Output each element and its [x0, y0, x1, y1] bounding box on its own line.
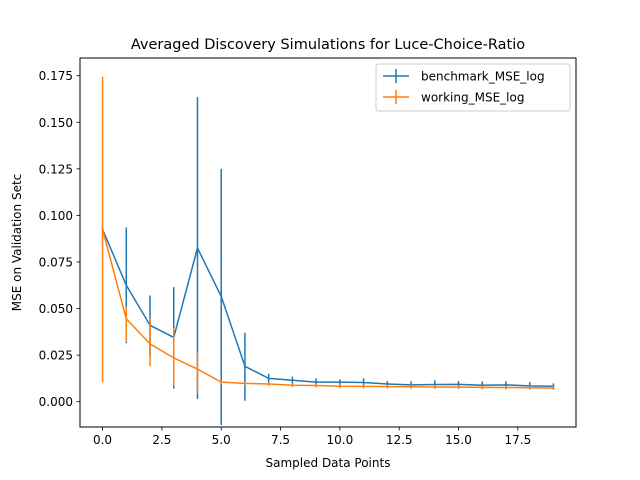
- legend: benchmark_MSE_log working_MSE_log: [375, 63, 571, 112]
- y-tick-label: 0.000: [39, 395, 73, 409]
- y-tick-label: 0.050: [39, 302, 73, 316]
- x-axis-label: Sampled Data Points: [266, 456, 391, 470]
- y-tick-label: 0.125: [39, 162, 73, 176]
- x-tick-label: 17.5: [504, 433, 531, 447]
- legend-box: [375, 63, 571, 112]
- axes: 0.0 2.5 5.0 7.5 10.0 12.5 15.0 17.5 0.000 0.025 0.…: [39, 69, 532, 447]
- x-tick-label: 12.5: [386, 433, 413, 447]
- series-line: [101, 229, 554, 387]
- series-working_MSE_log: [101, 76, 555, 394]
- y-tick-label: 0.075: [39, 255, 73, 269]
- legend-label: benchmark_MSE_log: [421, 70, 545, 84]
- x-tick-label: 2.5: [152, 433, 171, 447]
- chart-title: Averaged Discovery Simulations for Luce-…: [131, 37, 525, 53]
- y-tick-label: 0.175: [39, 69, 73, 83]
- legend-entry: benchmark_MSE_log: [383, 69, 545, 84]
- legend-entry: working_MSE_log: [383, 90, 524, 105]
- y-tick-label: 0.150: [39, 116, 73, 130]
- x-tick-label: 7.5: [271, 433, 290, 447]
- plot-frame: [79, 57, 577, 428]
- series-line: [101, 229, 554, 389]
- y-tick-label: 0.025: [39, 349, 73, 363]
- x-tick-label: 15.0: [445, 433, 472, 447]
- y-tick-label: 0.100: [39, 209, 73, 223]
- legend-label: working_MSE_log: [421, 91, 524, 105]
- x-tick-label: 10.0: [327, 433, 354, 447]
- x-tick-label: 0.0: [93, 433, 112, 447]
- plot-data: [101, 76, 555, 425]
- y-axis-label: MSE on Validation Setc: [10, 174, 24, 312]
- x-tick-label: 5.0: [212, 433, 231, 447]
